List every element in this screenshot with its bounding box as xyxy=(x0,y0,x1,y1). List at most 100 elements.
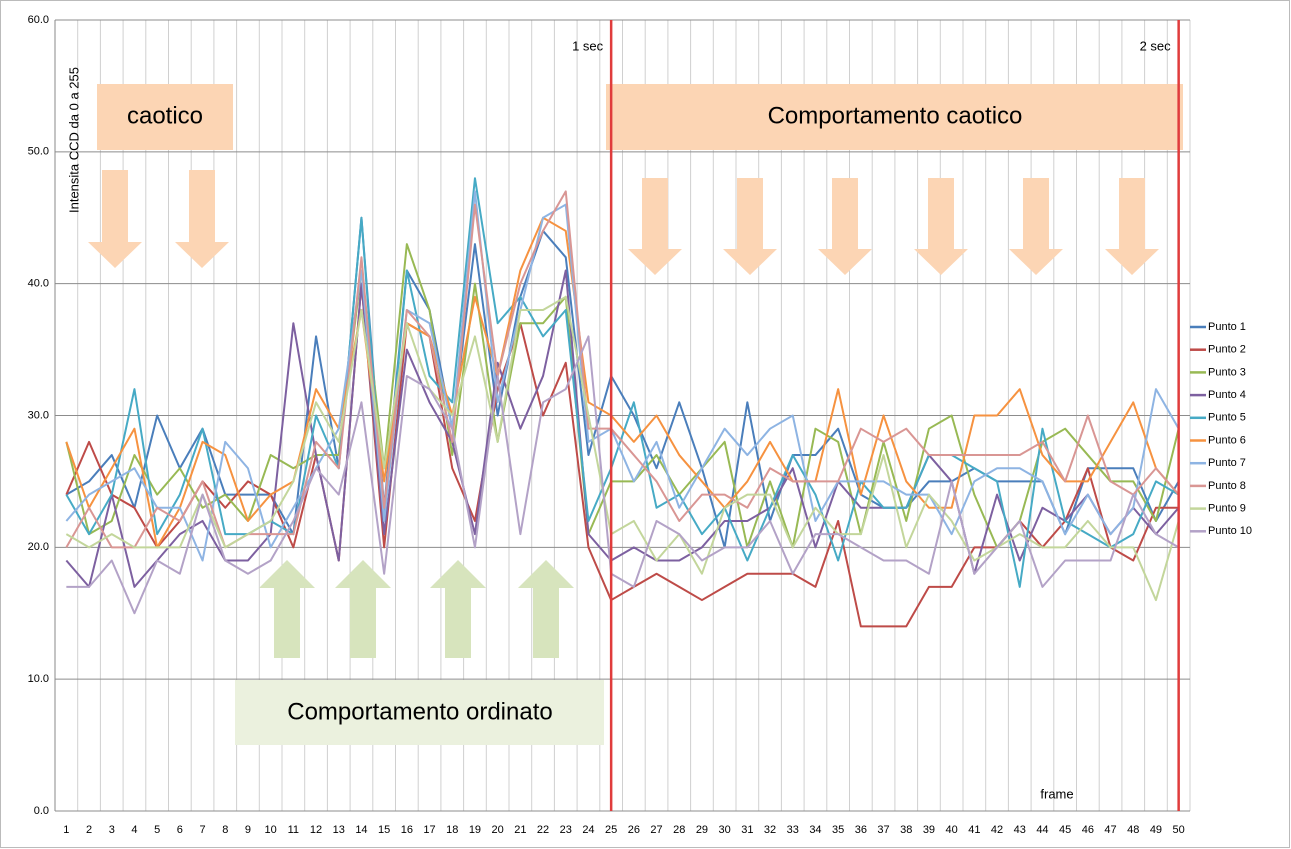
annotation-box xyxy=(606,84,1183,150)
x-tick-label: 44 xyxy=(1036,824,1048,836)
x-tick-label: 21 xyxy=(514,824,526,836)
x-tick-label: 36 xyxy=(855,824,867,836)
x-tick-label: 34 xyxy=(809,824,821,836)
x-tick-label: 42 xyxy=(991,824,1003,836)
annotation: caotico xyxy=(127,102,203,129)
annotation: Comportamento ordinato xyxy=(287,698,552,725)
legend-label: Punto 3 xyxy=(1208,366,1246,378)
x-tick-label: 24 xyxy=(582,824,594,836)
x-tick-label: 13 xyxy=(333,824,345,836)
x-tick-label: 35 xyxy=(832,824,844,836)
arrow xyxy=(518,560,574,658)
x-tick-label: 49 xyxy=(1150,824,1162,836)
legend-label: Punto 2 xyxy=(1208,344,1246,356)
series-line xyxy=(65,243,1180,549)
arrow xyxy=(914,178,968,275)
series-line xyxy=(65,190,1180,562)
x-tick-label: 28 xyxy=(673,824,685,836)
legend-label: Punto 7 xyxy=(1208,457,1246,469)
x-tick-label: 26 xyxy=(628,824,640,836)
annotation-shapes xyxy=(88,84,1183,745)
y-tick-label: 40.0 xyxy=(28,278,49,290)
x-tick-label: 43 xyxy=(1014,824,1026,836)
x-axis-label: frame xyxy=(1040,786,1073,801)
x-tick-label: 15 xyxy=(378,824,390,836)
x-tick-label: 47 xyxy=(1104,824,1116,836)
x-tick-label: 4 xyxy=(131,824,137,836)
x-tick-label: 39 xyxy=(923,824,935,836)
x-tick-label: 3 xyxy=(109,824,115,836)
arrow xyxy=(335,560,391,658)
x-tick-label: 18 xyxy=(446,824,458,836)
series-line xyxy=(65,216,1180,549)
x-tick-label: 22 xyxy=(537,824,549,836)
arrow xyxy=(1009,178,1063,275)
x-tick-label: 48 xyxy=(1127,824,1139,836)
series-line xyxy=(65,190,1180,549)
x-tick-label: 10 xyxy=(265,824,277,836)
x-tick-label: 37 xyxy=(877,824,889,836)
x-tick-label: 19 xyxy=(469,824,481,836)
series-line xyxy=(65,295,1180,602)
x-tick-label: 7 xyxy=(199,824,205,836)
arrow xyxy=(818,178,872,275)
x-tick-label: 17 xyxy=(423,824,435,836)
x-tick-label: 50 xyxy=(1173,824,1185,836)
series-line xyxy=(65,269,1180,588)
legend-label: Punto 1 xyxy=(1208,321,1246,333)
x-tick-label: 41 xyxy=(968,824,980,836)
annotation-box xyxy=(97,84,233,150)
grid xyxy=(54,19,1191,812)
marker-label: 2 sec xyxy=(1140,38,1172,53)
x-tick-label: 5 xyxy=(154,824,160,836)
x-tick-label: 2 xyxy=(86,824,92,836)
x-tick-label: 29 xyxy=(696,824,708,836)
x-tick-label: 38 xyxy=(900,824,912,836)
arrow xyxy=(175,170,229,268)
x-tick-label: 11 xyxy=(288,824,299,836)
arrow xyxy=(430,560,486,658)
x-tick-label: 6 xyxy=(177,824,183,836)
x-tick-label: 32 xyxy=(764,824,776,836)
arrow xyxy=(723,178,777,275)
plot xyxy=(65,177,1180,628)
marker-label: 1 sec xyxy=(572,38,604,53)
legend-label: Punto 4 xyxy=(1208,389,1246,401)
legend-label: Punto 6 xyxy=(1208,434,1246,446)
y-axis-label: Intensita CCD da 0 a 255 xyxy=(66,67,81,213)
x-tick-label: 8 xyxy=(222,824,228,836)
x-tick-label: 33 xyxy=(787,824,799,836)
legend-label: Punto 8 xyxy=(1208,480,1246,492)
legend-label: Punto 5 xyxy=(1208,412,1246,424)
annotation-box xyxy=(235,680,604,745)
legend-label: Punto 10 xyxy=(1208,525,1252,537)
y-tick-label: 0.0 xyxy=(34,805,49,817)
x-tick-label: 12 xyxy=(310,824,322,836)
y-tick-label: 30.0 xyxy=(28,409,49,421)
x-tick-label: 46 xyxy=(1082,824,1094,836)
arrow xyxy=(88,170,142,268)
annotation: Comportamento caotico xyxy=(768,102,1023,129)
x-tick-label: 31 xyxy=(741,824,753,836)
x-tick-label: 25 xyxy=(605,824,617,836)
x-tick-label: 27 xyxy=(650,824,662,836)
x-tick-label: 23 xyxy=(560,824,572,836)
arrow xyxy=(1105,178,1159,275)
x-tick-label: 40 xyxy=(946,824,958,836)
series-line xyxy=(66,335,1180,615)
arrow xyxy=(259,560,315,658)
y-tick-label: 10.0 xyxy=(28,673,49,685)
x-tick-label: 1 xyxy=(63,824,69,836)
legend-label: Punto 9 xyxy=(1208,503,1246,515)
y-tick-label: 50.0 xyxy=(28,146,49,158)
x-tick-label: 30 xyxy=(719,824,731,836)
arrow xyxy=(628,178,682,275)
x-tick-label: 9 xyxy=(245,824,251,836)
x-tick-label: 14 xyxy=(355,824,367,836)
y-tick-label: 20.0 xyxy=(28,541,49,553)
x-tick-label: 16 xyxy=(401,824,413,836)
x-tick-label: 45 xyxy=(1059,824,1071,836)
y-tick-label: 60.0 xyxy=(28,14,49,26)
x-tick-label: 20 xyxy=(492,824,504,836)
